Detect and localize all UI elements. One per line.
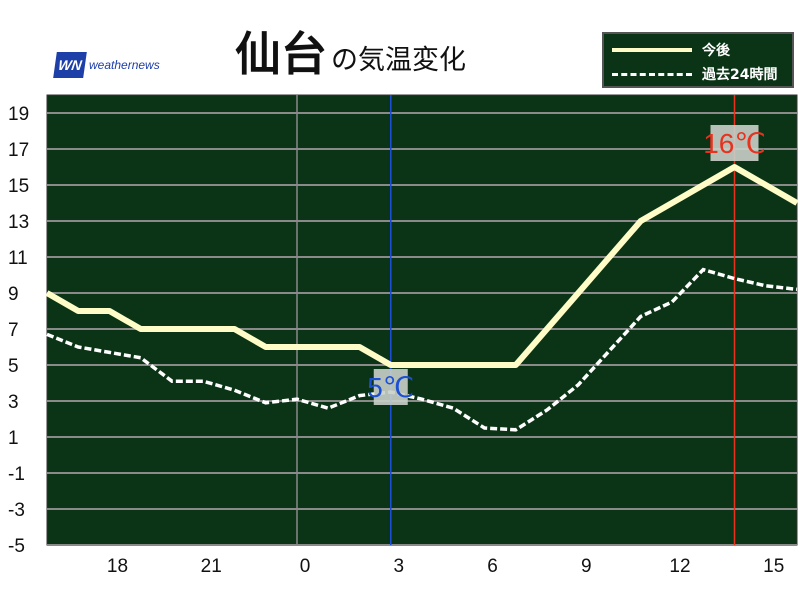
y-tick-label: -1: [8, 464, 25, 485]
min-label: 5℃: [367, 372, 414, 403]
x-tick-label: 18: [107, 556, 128, 577]
legend-label-past: 過去24時間: [702, 67, 778, 83]
max-label: 16℃: [703, 128, 766, 159]
legend-label-future: 今後: [702, 43, 730, 59]
legend-swatch-future: [612, 48, 692, 52]
y-tick-label: 19: [8, 104, 29, 125]
y-tick-label: 5: [8, 356, 19, 377]
x-tick-label: 21: [201, 556, 222, 577]
y-tick-label: 11: [8, 248, 28, 269]
past-series-line: [46, 267, 798, 432]
y-tick-label: 7: [8, 320, 19, 341]
chart-title: 仙台 の気温変化: [235, 24, 466, 84]
title-city: 仙台: [235, 27, 327, 81]
logo-text: weathernews: [89, 58, 160, 72]
y-tick-label: 13: [8, 212, 29, 233]
y-tick-label: 1: [8, 428, 19, 449]
plot-area: [46, 94, 798, 546]
weathernews-logo: WN weathernews: [53, 52, 160, 78]
legend-item-future: 今後: [612, 40, 730, 60]
y-tick-label: -3: [8, 500, 25, 521]
x-tick-label: 9: [581, 556, 592, 577]
future-series-line: [45, 164, 799, 368]
legend-swatch-past: [612, 72, 692, 76]
min-label-bg: [373, 369, 408, 405]
x-tick-label: 0: [300, 556, 311, 577]
y-tick-label: 9: [8, 284, 19, 305]
title-suffix: の気温変化: [331, 45, 466, 76]
y-tick-label: 17: [8, 140, 29, 161]
x-tick-label: 12: [669, 556, 690, 577]
y-tick-label: -5: [8, 536, 25, 557]
max-label-bg: [710, 125, 759, 161]
legend: 今後 過去24時間: [602, 32, 794, 88]
x-tick-label: 15: [763, 556, 784, 577]
y-tick-label: 3: [8, 392, 19, 413]
y-tick-label: 15: [8, 176, 29, 197]
x-tick-label: 6: [487, 556, 498, 577]
legend-item-past: 過去24時間: [612, 64, 777, 84]
x-tick-label: 3: [393, 556, 404, 577]
